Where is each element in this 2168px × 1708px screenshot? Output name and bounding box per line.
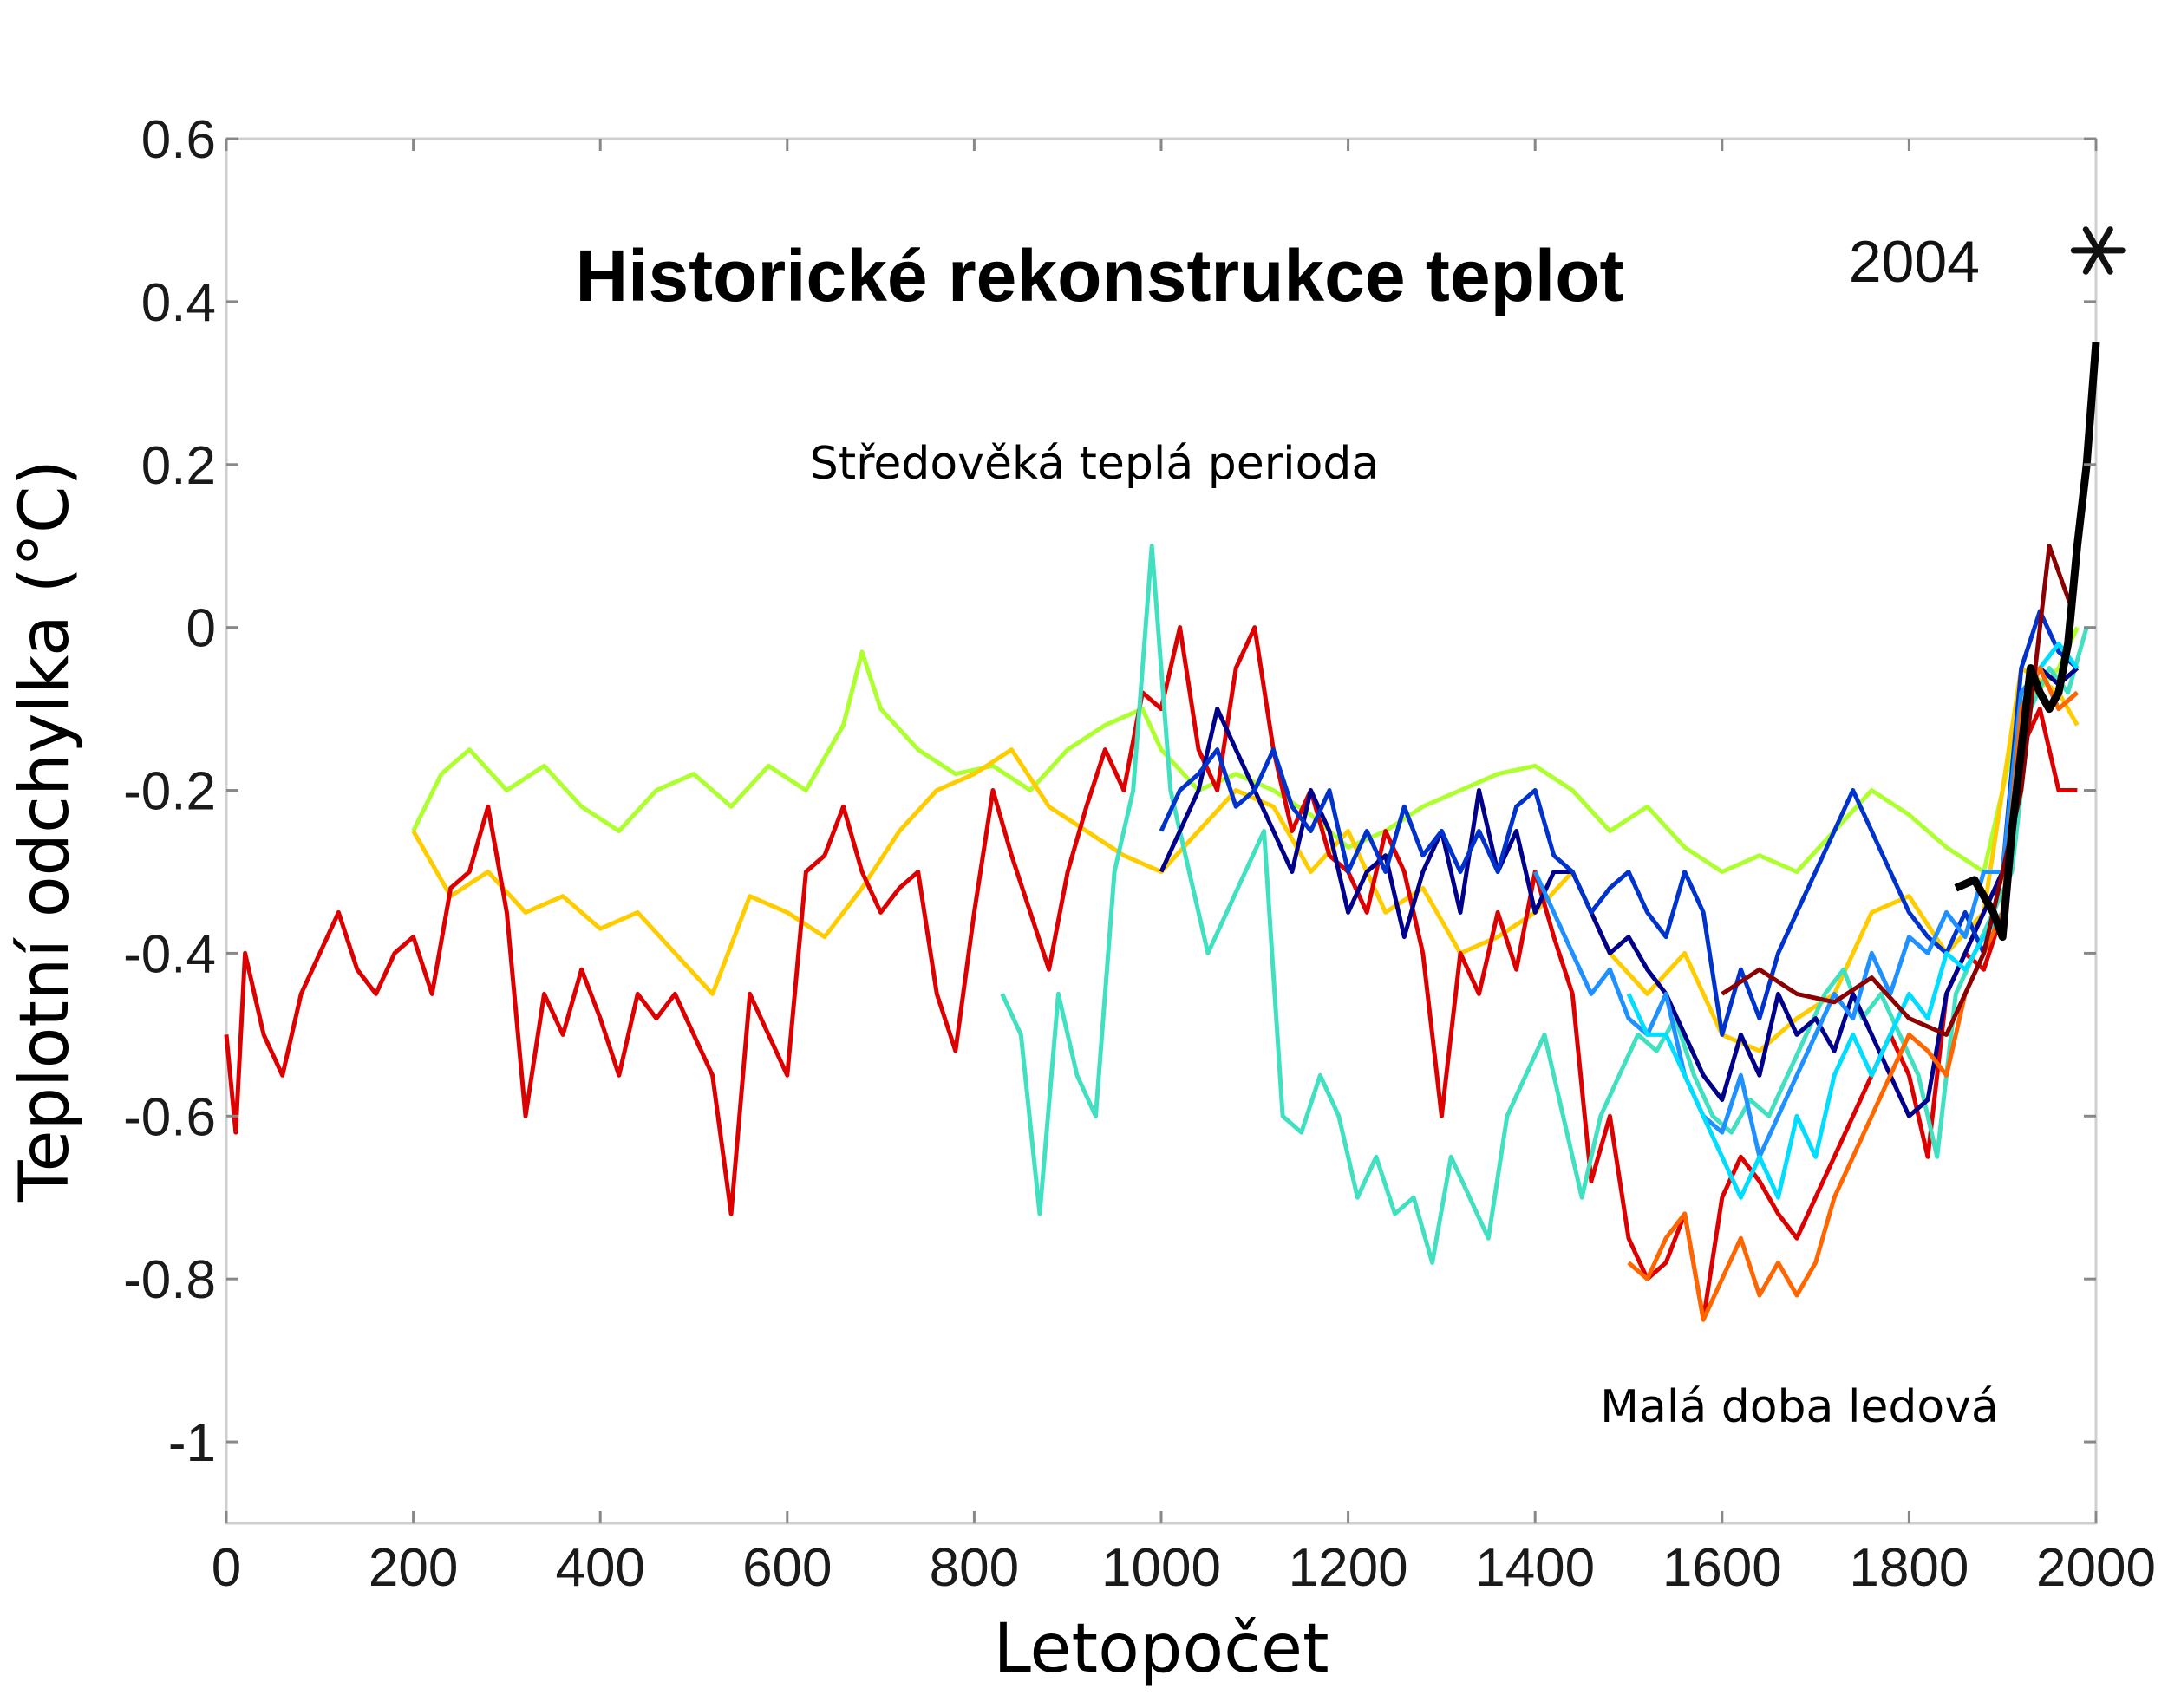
x-axis-label: Letopočet: [993, 1610, 1329, 1688]
series-line-6: [1159, 609, 2080, 1037]
annotation-2004: 2004: [1849, 229, 1980, 295]
x-tick-label: 1400: [1475, 1538, 1595, 1598]
series-layer: [224, 342, 2100, 1322]
x-tick-label: 600: [742, 1538, 832, 1598]
y-tick-label: 0.2: [141, 436, 216, 496]
annotation-little-ice-age: Malá doba ledová: [1600, 1381, 1999, 1433]
x-tick-label: 2000: [2036, 1538, 2156, 1598]
series-line-7: [1532, 666, 2080, 1159]
y-tick-label: 0: [186, 599, 216, 659]
series-line-5: [1159, 666, 2080, 1118]
star-stroke: [2082, 226, 2113, 275]
y-axis-label: Teplotní odchylka (°C): [6, 460, 84, 1203]
x-tick-label: 200: [369, 1538, 458, 1598]
y-tick-label: -0.4: [123, 924, 216, 984]
annotation-medieval: Středověká teplá perioda: [810, 438, 1380, 490]
ticks-layer: 0 200 400 600 800 1000 1200 1400 1600 1800 2000 0.6…: [123, 110, 2156, 1598]
y-tick-label: 0.6: [141, 110, 216, 170]
chart-title: Historické rekonstrukce teplot: [575, 235, 1623, 316]
x-tick-label: 0: [212, 1538, 241, 1598]
y-tick-label: -0.6: [123, 1087, 216, 1147]
x-tick-label: 1000: [1101, 1538, 1221, 1598]
x-tick-label: 1200: [1289, 1538, 1408, 1598]
y-tick-label: -1: [168, 1413, 216, 1473]
y-tick-label: -0.2: [123, 762, 216, 822]
x-tick-label: 800: [930, 1538, 1019, 1598]
x-tick-label: 1800: [1849, 1538, 1969, 1598]
series-line-2: [411, 666, 2080, 1053]
y-tick-label: -0.8: [123, 1250, 216, 1310]
marker-2004-star: [2070, 226, 2126, 275]
y-tick-label: 0.4: [141, 273, 216, 333]
x-tick-label: 400: [555, 1538, 644, 1598]
series-line-11: [1954, 342, 2100, 942]
series-line-10: [1721, 544, 2075, 1037]
series-line-4: [1000, 544, 2089, 1265]
x-tick-label: 1600: [1662, 1538, 1782, 1598]
